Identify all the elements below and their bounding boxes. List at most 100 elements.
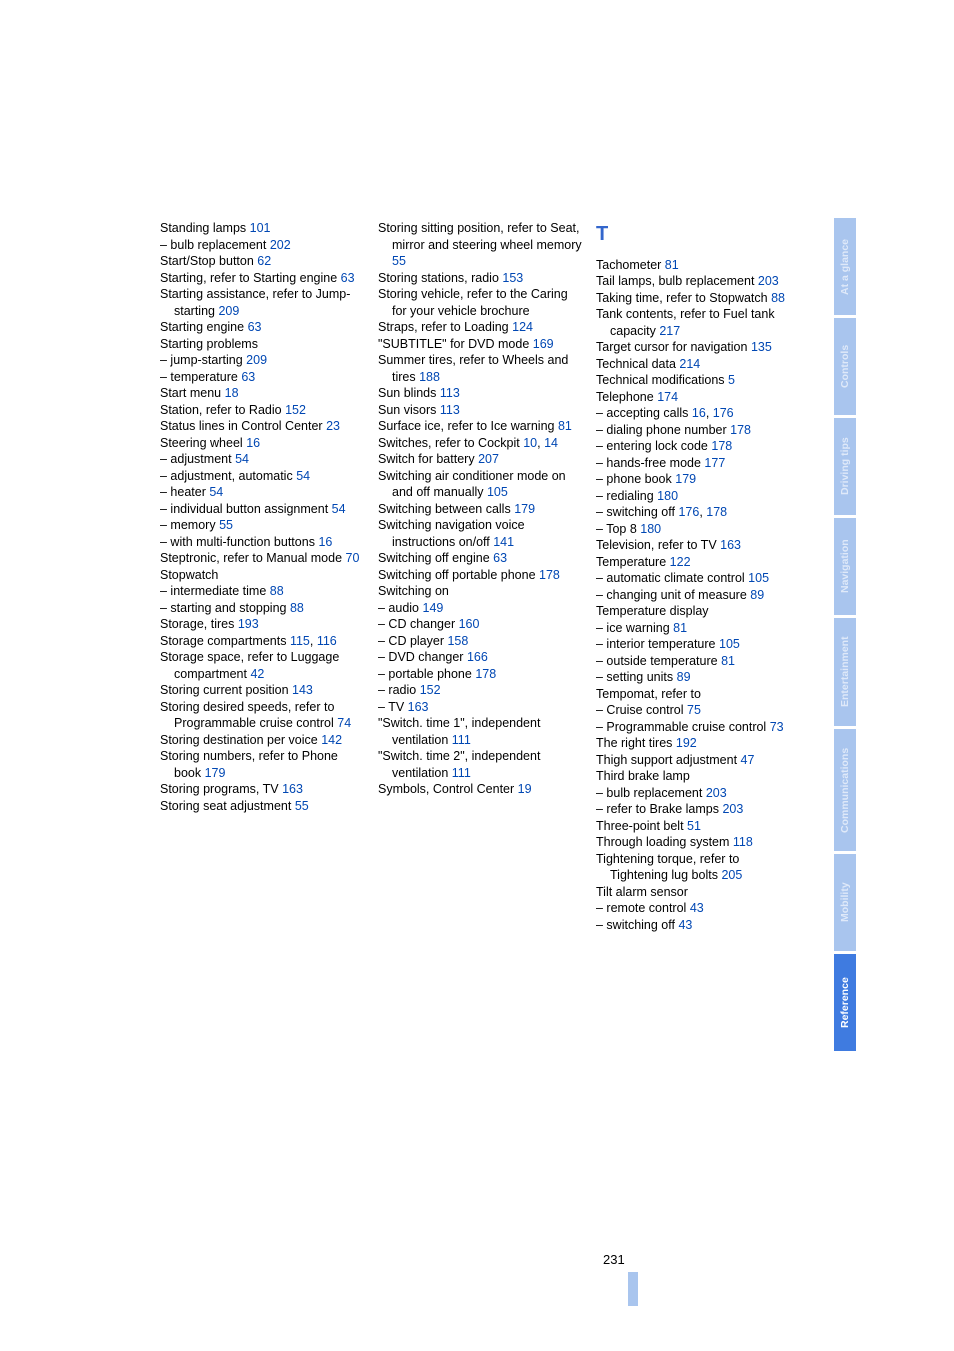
page-ref[interactable]: 54 (332, 502, 346, 516)
page-ref[interactable]: 101 (250, 221, 271, 235)
page-ref[interactable]: 89 (677, 670, 691, 684)
page-ref[interactable]: 81 (665, 258, 679, 272)
page-ref[interactable]: 202 (270, 238, 291, 252)
page-ref[interactable]: 163 (720, 538, 741, 552)
page-ref[interactable]: 203 (722, 802, 743, 816)
page-ref[interactable]: 63 (241, 370, 255, 384)
section-tab[interactable]: Communications (834, 729, 856, 851)
page-ref[interactable]: 18 (225, 386, 239, 400)
page-ref[interactable]: 135 (751, 340, 772, 354)
page-ref[interactable]: 203 (706, 786, 727, 800)
page-ref[interactable]: 179 (205, 766, 226, 780)
page-ref[interactable]: 179 (675, 472, 696, 486)
page-ref[interactable]: 205 (721, 868, 742, 882)
page-ref[interactable]: 47 (741, 753, 755, 767)
page-ref[interactable]: 70 (346, 551, 360, 565)
page-ref[interactable]: 81 (673, 621, 687, 635)
page-ref[interactable]: 158 (447, 634, 468, 648)
page-ref[interactable]: 176 (713, 406, 734, 420)
page-ref[interactable]: 43 (690, 901, 704, 915)
page-ref[interactable]: 74 (337, 716, 351, 730)
page-ref[interactable]: 51 (687, 819, 701, 833)
section-tab[interactable]: At a glance (834, 218, 856, 315)
page-ref[interactable]: 142 (321, 733, 342, 747)
page-ref[interactable]: 153 (502, 271, 523, 285)
page-ref[interactable]: 88 (290, 601, 304, 615)
page-ref[interactable]: 209 (246, 353, 267, 367)
section-tab[interactable]: Navigation (834, 518, 856, 615)
page-ref[interactable]: 178 (475, 667, 496, 681)
page-ref[interactable]: 62 (257, 254, 271, 268)
page-ref[interactable]: 55 (219, 518, 233, 532)
page-ref[interactable]: 178 (539, 568, 560, 582)
page-ref[interactable]: 63 (493, 551, 507, 565)
page-ref[interactable]: 111 (452, 766, 471, 780)
page-ref[interactable]: 149 (423, 601, 444, 615)
page-ref[interactable]: 105 (719, 637, 740, 651)
page-ref[interactable]: 178 (730, 423, 751, 437)
page-ref[interactable]: 141 (493, 535, 514, 549)
page-ref[interactable]: 75 (687, 703, 701, 717)
section-tab[interactable]: Reference (834, 954, 856, 1051)
page-ref[interactable]: 193 (238, 617, 259, 631)
page-ref[interactable]: 209 (218, 304, 239, 318)
page-ref[interactable]: 163 (282, 782, 303, 796)
page-ref[interactable]: 174 (657, 390, 678, 404)
page-ref[interactable]: 180 (640, 522, 661, 536)
section-tab[interactable]: Mobility (834, 854, 856, 951)
page-ref[interactable]: 177 (704, 456, 725, 470)
page-ref[interactable]: 124 (512, 320, 533, 334)
page-ref[interactable]: 81 (721, 654, 735, 668)
page-ref[interactable]: 88 (270, 584, 284, 598)
page-ref[interactable]: 118 (733, 835, 753, 849)
page-ref[interactable]: 166 (467, 650, 488, 664)
section-tab[interactable]: Entertainment (834, 618, 856, 726)
page-ref[interactable]: 10 (523, 436, 537, 450)
page-ref[interactable]: 203 (758, 274, 779, 288)
page-ref[interactable]: 122 (670, 555, 691, 569)
page-ref[interactable]: 178 (706, 505, 727, 519)
page-ref[interactable]: 54 (209, 485, 223, 499)
page-ref[interactable]: 214 (679, 357, 700, 371)
page-ref[interactable]: 160 (459, 617, 480, 631)
page-ref[interactable]: 81 (558, 419, 572, 433)
page-ref[interactable]: 152 (285, 403, 306, 417)
page-ref[interactable]: 163 (408, 700, 429, 714)
page-ref[interactable]: 88 (771, 291, 785, 305)
page-ref[interactable]: 152 (420, 683, 441, 697)
page-ref[interactable]: 180 (657, 489, 678, 503)
page-ref[interactable]: 143 (292, 683, 313, 697)
page-ref[interactable]: 113 (440, 403, 460, 417)
page-ref[interactable]: 63 (341, 271, 355, 285)
page-ref[interactable]: 113 (440, 386, 460, 400)
page-ref[interactable]: 207 (478, 452, 499, 466)
page-ref[interactable]: 115 (290, 634, 310, 648)
section-tab[interactable]: Controls (834, 318, 856, 415)
page-ref[interactable]: 5 (728, 373, 735, 387)
page-ref[interactable]: 54 (235, 452, 249, 466)
page-ref[interactable]: 188 (419, 370, 440, 384)
page-ref[interactable]: 63 (248, 320, 262, 334)
page-ref[interactable]: 23 (326, 419, 340, 433)
page-ref[interactable]: 73 (770, 720, 784, 734)
page-ref[interactable]: 178 (711, 439, 732, 453)
page-ref[interactable]: 105 (748, 571, 769, 585)
page-ref[interactable]: 176 (678, 505, 699, 519)
page-ref[interactable]: 43 (678, 918, 692, 932)
page-ref[interactable]: 14 (544, 436, 558, 450)
page-ref[interactable]: 105 (487, 485, 508, 499)
page-ref[interactable]: 89 (750, 588, 764, 602)
page-ref[interactable]: 116 (317, 634, 337, 648)
page-ref[interactable]: 16 (318, 535, 332, 549)
page-ref[interactable]: 54 (296, 469, 310, 483)
page-ref[interactable]: 55 (295, 799, 309, 813)
page-ref[interactable]: 192 (676, 736, 697, 750)
page-ref[interactable]: 16 (692, 406, 706, 420)
page-ref[interactable]: 217 (659, 324, 680, 338)
page-ref[interactable]: 19 (518, 782, 532, 796)
page-ref[interactable]: 42 (250, 667, 264, 681)
page-ref[interactable]: 16 (246, 436, 260, 450)
page-ref[interactable]: 179 (514, 502, 535, 516)
page-ref[interactable]: 55 (392, 254, 406, 268)
section-tab[interactable]: Driving tips (834, 418, 856, 515)
